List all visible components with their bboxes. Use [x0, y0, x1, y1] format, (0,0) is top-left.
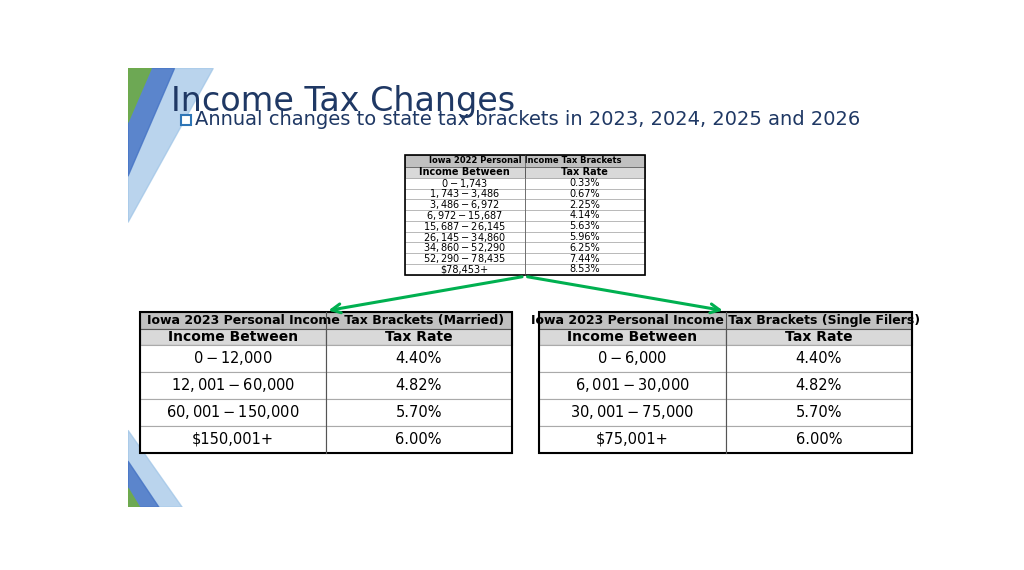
Text: $52,290 - $78,435: $52,290 - $78,435 — [423, 252, 506, 265]
Text: $1,743 - $3,486: $1,743 - $3,486 — [429, 188, 501, 201]
Bar — [524, 221, 645, 231]
Text: Tax Rate: Tax Rate — [561, 168, 608, 177]
Bar — [404, 154, 645, 275]
Text: 6.00%: 6.00% — [395, 431, 442, 447]
Bar — [404, 221, 524, 231]
Bar — [524, 264, 645, 275]
Bar — [524, 210, 645, 221]
Bar — [139, 426, 326, 453]
Polygon shape — [128, 488, 139, 507]
Text: $78,453+: $78,453+ — [440, 264, 488, 274]
Bar — [404, 231, 524, 242]
Text: 8.53%: 8.53% — [569, 264, 600, 274]
Polygon shape — [128, 68, 174, 176]
Text: $3,486 - $6,972: $3,486 - $6,972 — [429, 198, 500, 211]
Polygon shape — [128, 68, 213, 222]
Bar — [404, 242, 524, 253]
Bar — [404, 200, 524, 210]
Text: 5.70%: 5.70% — [395, 405, 442, 420]
Text: Annual changes to state tax brackets in 2023, 2024, 2025 and 2026: Annual changes to state tax brackets in … — [196, 110, 861, 129]
Bar — [180, 115, 190, 125]
Bar — [524, 253, 645, 264]
Bar — [539, 312, 912, 453]
Text: $6,001 - $30,000: $6,001 - $30,000 — [574, 376, 689, 394]
Bar — [539, 345, 726, 372]
Bar — [326, 426, 512, 453]
Bar — [539, 399, 726, 426]
Bar — [404, 253, 524, 264]
Polygon shape — [128, 461, 159, 507]
Bar — [404, 264, 524, 275]
Bar — [404, 167, 524, 178]
Text: 7.44%: 7.44% — [569, 254, 600, 263]
Bar — [726, 372, 912, 399]
Text: 6.25%: 6.25% — [569, 243, 600, 253]
Bar — [539, 329, 726, 345]
Text: Income Between: Income Between — [420, 168, 510, 177]
Text: 5.63%: 5.63% — [569, 221, 600, 231]
Polygon shape — [128, 68, 152, 123]
Bar — [139, 312, 512, 329]
Text: 2.25%: 2.25% — [569, 200, 600, 210]
Text: 4.82%: 4.82% — [395, 378, 441, 393]
Text: Tax Rate: Tax Rate — [385, 330, 453, 344]
Text: 4.40%: 4.40% — [395, 351, 441, 366]
Bar — [524, 189, 645, 200]
Text: $12,001 - $60,000: $12,001 - $60,000 — [171, 376, 295, 394]
Text: $150,001+: $150,001+ — [191, 431, 273, 447]
Text: $30,001 - $75,000: $30,001 - $75,000 — [570, 403, 694, 421]
Text: $60,001 - $150,000: $60,001 - $150,000 — [166, 403, 299, 421]
Bar — [726, 329, 912, 345]
Bar — [524, 167, 645, 178]
Text: Income Between: Income Between — [168, 330, 298, 344]
Text: $0 - $12,000: $0 - $12,000 — [193, 349, 272, 367]
Bar — [404, 178, 524, 189]
Bar — [404, 189, 524, 200]
Text: 5.70%: 5.70% — [796, 405, 842, 420]
Bar — [404, 210, 524, 221]
Bar — [326, 345, 512, 372]
Bar — [326, 372, 512, 399]
Text: Income Between: Income Between — [567, 330, 697, 344]
Text: 0.33%: 0.33% — [569, 178, 600, 188]
Text: 5.96%: 5.96% — [569, 232, 600, 242]
Text: $75,001+: $75,001+ — [596, 431, 669, 447]
Bar — [539, 372, 726, 399]
Bar — [139, 372, 326, 399]
Text: 4.82%: 4.82% — [796, 378, 842, 393]
Text: 4.14%: 4.14% — [569, 210, 600, 221]
Text: $0 - $1,743: $0 - $1,743 — [441, 177, 488, 190]
Bar — [139, 345, 326, 372]
Bar — [139, 399, 326, 426]
Text: 6.00%: 6.00% — [796, 431, 842, 447]
Text: Iowa 2023 Personal Income Tax Brackets (Married): Iowa 2023 Personal Income Tax Brackets (… — [147, 315, 504, 327]
Bar — [539, 426, 726, 453]
Bar — [524, 231, 645, 242]
Bar — [524, 178, 645, 189]
Polygon shape — [128, 430, 182, 507]
Text: $0 - $6,000: $0 - $6,000 — [597, 349, 668, 367]
Bar — [726, 426, 912, 453]
Bar — [404, 154, 645, 167]
Text: Income Tax Changes: Income Tax Changes — [171, 86, 515, 119]
Bar — [524, 200, 645, 210]
Bar — [139, 329, 326, 345]
Text: $26,145 - $34,860: $26,145 - $34,860 — [423, 230, 507, 243]
Text: Iowa 2022 Personal Income Tax Brackets: Iowa 2022 Personal Income Tax Brackets — [429, 156, 621, 165]
Text: 0.67%: 0.67% — [569, 189, 600, 199]
Bar — [726, 399, 912, 426]
Text: Tax Rate: Tax Rate — [785, 330, 853, 344]
Bar — [726, 345, 912, 372]
Text: $15,687 - $26,145: $15,687 - $26,145 — [423, 220, 507, 233]
Bar — [326, 329, 512, 345]
Bar — [326, 399, 512, 426]
Bar — [139, 312, 512, 453]
Text: 4.40%: 4.40% — [796, 351, 842, 366]
Text: Iowa 2023 Personal Income Tax Brackets (Single Filers): Iowa 2023 Personal Income Tax Brackets (… — [531, 315, 921, 327]
Bar — [524, 242, 645, 253]
Bar — [539, 312, 912, 329]
Text: $6,972 - $15,687: $6,972 - $15,687 — [426, 209, 503, 222]
Text: $34,860 - $52,290: $34,860 - $52,290 — [423, 241, 507, 254]
